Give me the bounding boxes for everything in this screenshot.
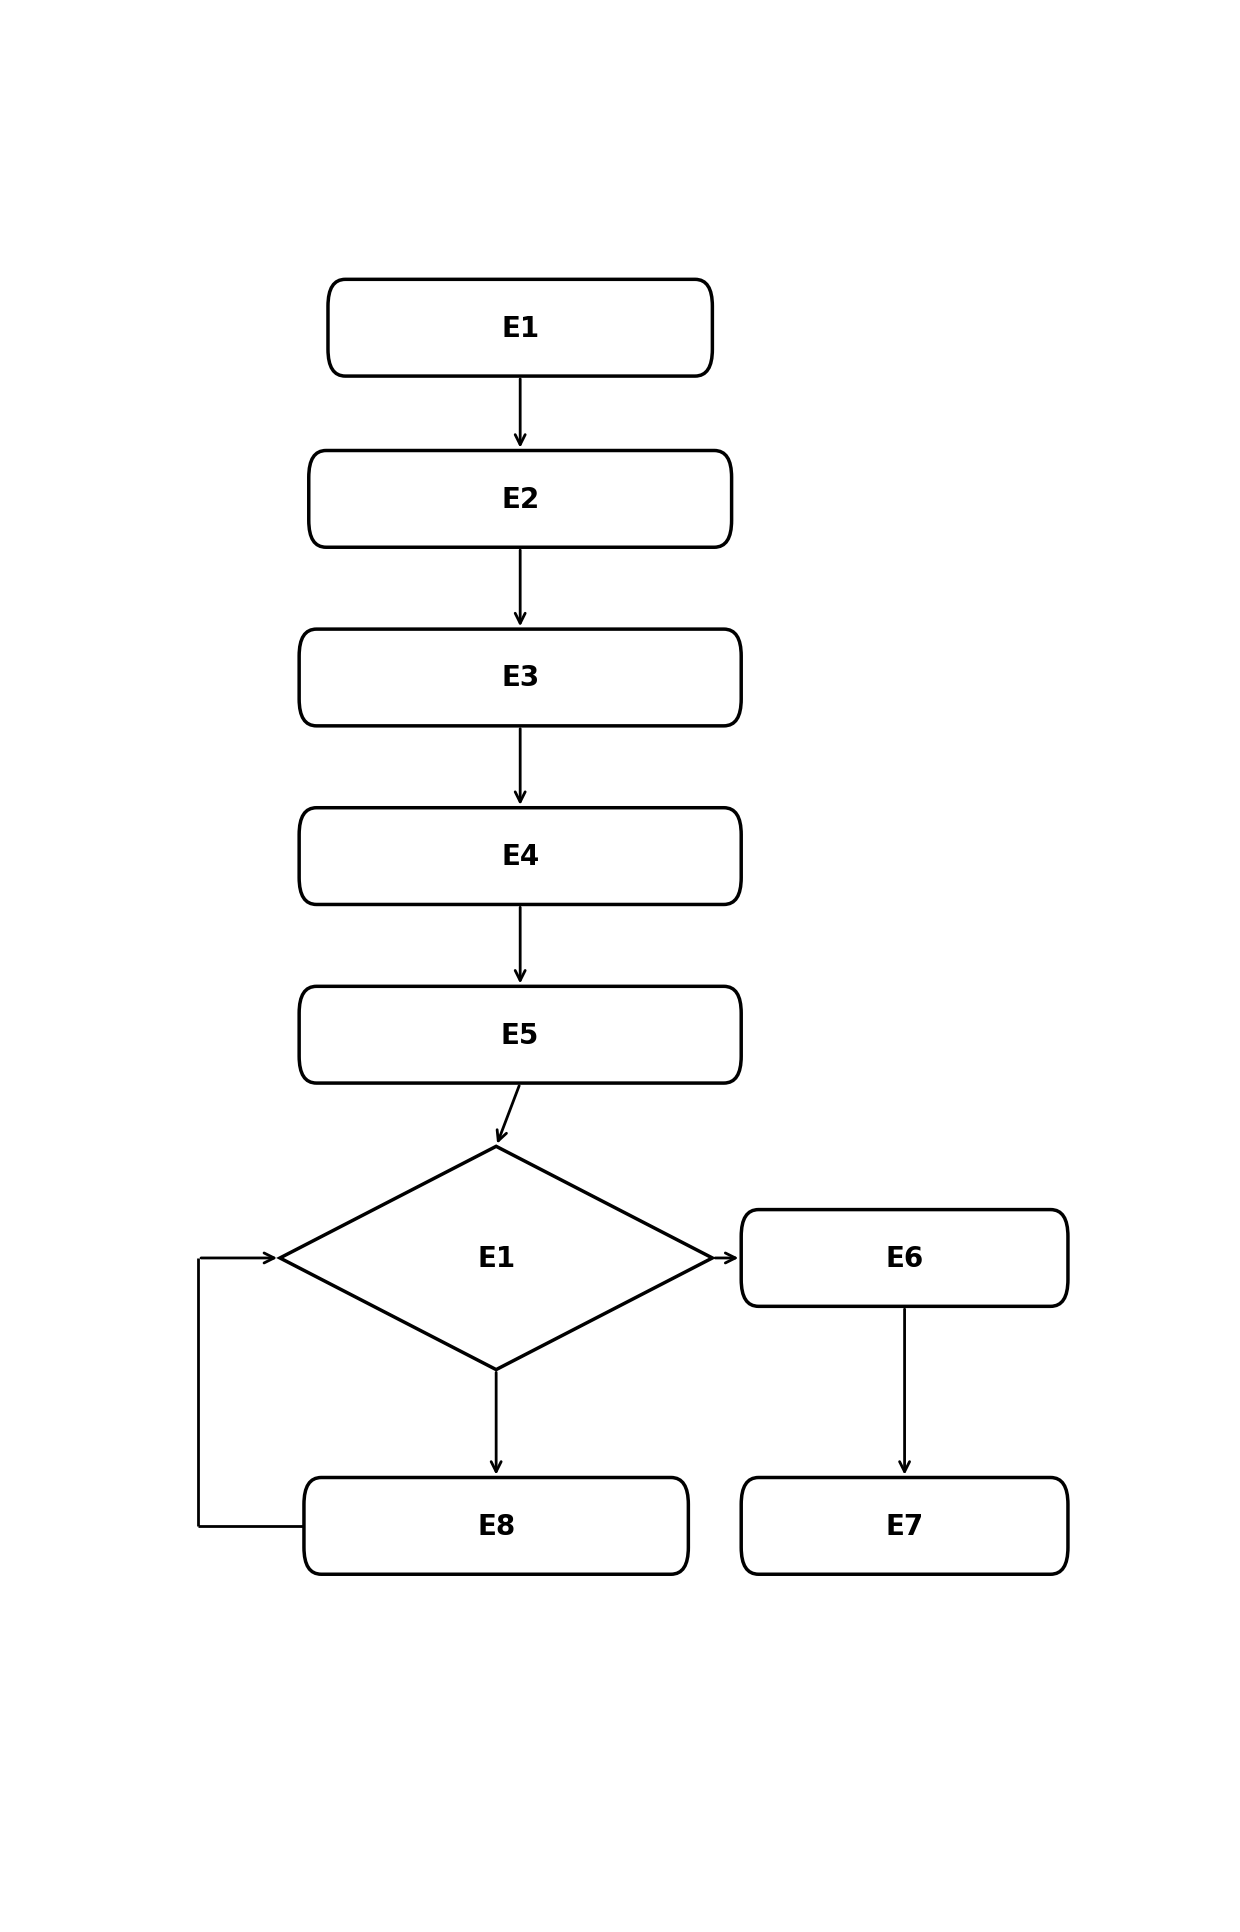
Text: E6: E6 [885, 1244, 924, 1273]
Text: E1: E1 [477, 1244, 515, 1273]
Text: E8: E8 [477, 1513, 516, 1540]
FancyBboxPatch shape [742, 1209, 1068, 1306]
Text: E4: E4 [501, 842, 539, 871]
Text: E3: E3 [501, 665, 539, 692]
Text: E7: E7 [885, 1513, 924, 1540]
FancyBboxPatch shape [742, 1478, 1068, 1575]
FancyBboxPatch shape [299, 808, 742, 904]
Polygon shape [280, 1148, 712, 1370]
Text: E1: E1 [501, 315, 539, 342]
FancyBboxPatch shape [304, 1478, 688, 1575]
FancyBboxPatch shape [299, 987, 742, 1084]
FancyBboxPatch shape [309, 452, 732, 549]
FancyBboxPatch shape [299, 630, 742, 726]
FancyBboxPatch shape [327, 280, 713, 377]
Text: E5: E5 [501, 1022, 539, 1049]
Text: E2: E2 [501, 485, 539, 514]
